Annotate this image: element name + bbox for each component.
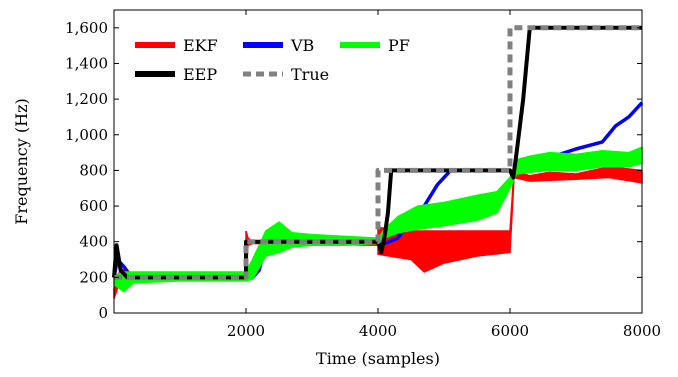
- y-tick-label: 600: [79, 197, 108, 215]
- y-tick-label: 1,200: [65, 90, 108, 108]
- y-tick-label: 400: [79, 233, 108, 251]
- legend-label-eep: EEP: [183, 65, 217, 84]
- y-tick-label: 200: [79, 268, 108, 286]
- legend: EKF VB PF EEP True: [135, 36, 410, 84]
- x-tick-label: 6000: [491, 322, 529, 340]
- series-eep-line: [112, 25, 642, 280]
- y-tick-label: 800: [79, 161, 108, 179]
- y-tick-label: 0: [98, 304, 108, 322]
- legend-label-pf: PF: [388, 36, 410, 55]
- y-axis-label: Frequency (Hz): [12, 98, 31, 225]
- legend-label-true: True: [291, 65, 329, 84]
- legend-label-vb: VB: [290, 36, 314, 55]
- series-true-line: [114, 25, 642, 280]
- x-axis-label: Time (samples): [316, 349, 440, 368]
- y-tick-label: 1,000: [65, 126, 108, 144]
- x-tick-label: 4000: [359, 322, 397, 340]
- ticks-layer: 0 200 400 600 800 1,000 1,200 1,400 1,600 2000 400…: [65, 10, 661, 340]
- y-tick-label: 1,600: [65, 19, 108, 37]
- legend-label-ekf: EKF: [183, 36, 218, 55]
- x-tick-label: 8000: [623, 322, 661, 340]
- y-tick-label: 1,400: [65, 54, 108, 72]
- x-tick-label: 2000: [227, 322, 265, 340]
